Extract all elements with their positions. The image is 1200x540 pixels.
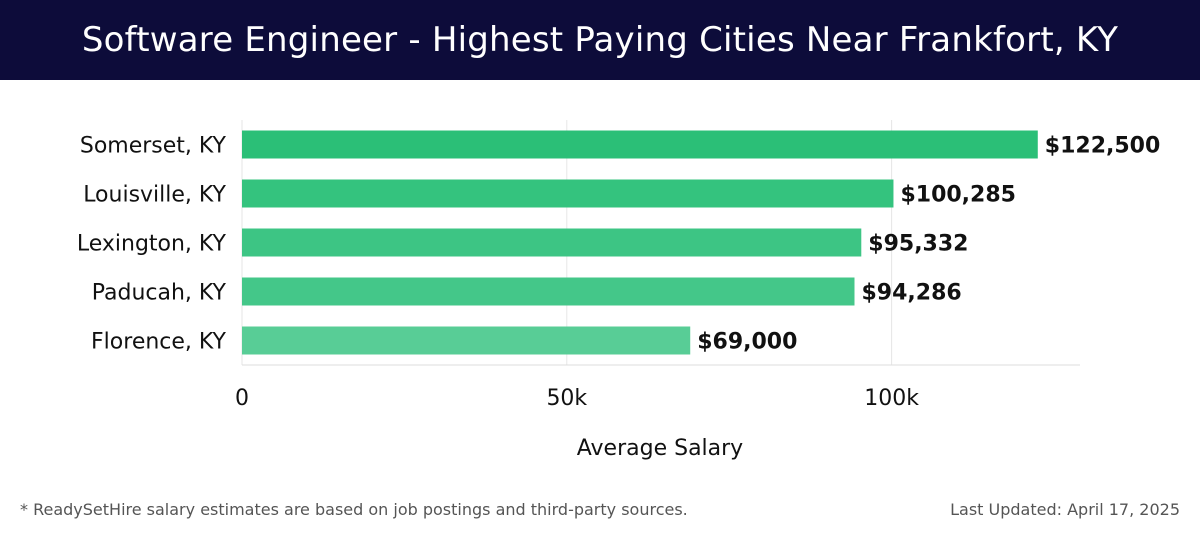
x-tick-label: 0 [235,386,249,411]
chart-title: Software Engineer - Highest Paying Citie… [81,20,1119,60]
data-label: $122,500 [1045,134,1161,159]
x-axis: 0 50k 100k [235,364,1080,411]
category-label: Louisville, KY [83,183,226,208]
bar [242,277,855,306]
category-label: Somerset, KY [80,134,227,159]
bar [242,130,1038,159]
chart-header: Software Engineer - Highest Paying Citie… [0,0,1200,80]
footnote: * ReadySetHire salary estimates are base… [20,500,688,519]
data-label: $95,332 [868,232,968,257]
bar [242,326,691,355]
data-label: $100,285 [900,183,1016,208]
x-tick-label: 100k [864,386,919,411]
data-label: $69,000 [697,330,797,355]
bar [242,179,894,208]
category-label: Lexington, KY [77,232,227,257]
data-label: $94,286 [861,281,961,306]
bars: Somerset, KY $122,500 Louisville, KY $100,2… [77,130,1161,355]
bar-chart: Somerset, KY $122,500 Louisville, KY $100,2… [77,120,1161,461]
category-label: Florence, KY [91,330,227,355]
last-updated: Last Updated: April 17, 2025 [950,500,1180,519]
bar [242,228,862,257]
x-tick-label: 50k [546,386,587,411]
category-label: Paducah, KY [92,281,227,306]
x-axis-label: Average Salary [577,436,743,461]
